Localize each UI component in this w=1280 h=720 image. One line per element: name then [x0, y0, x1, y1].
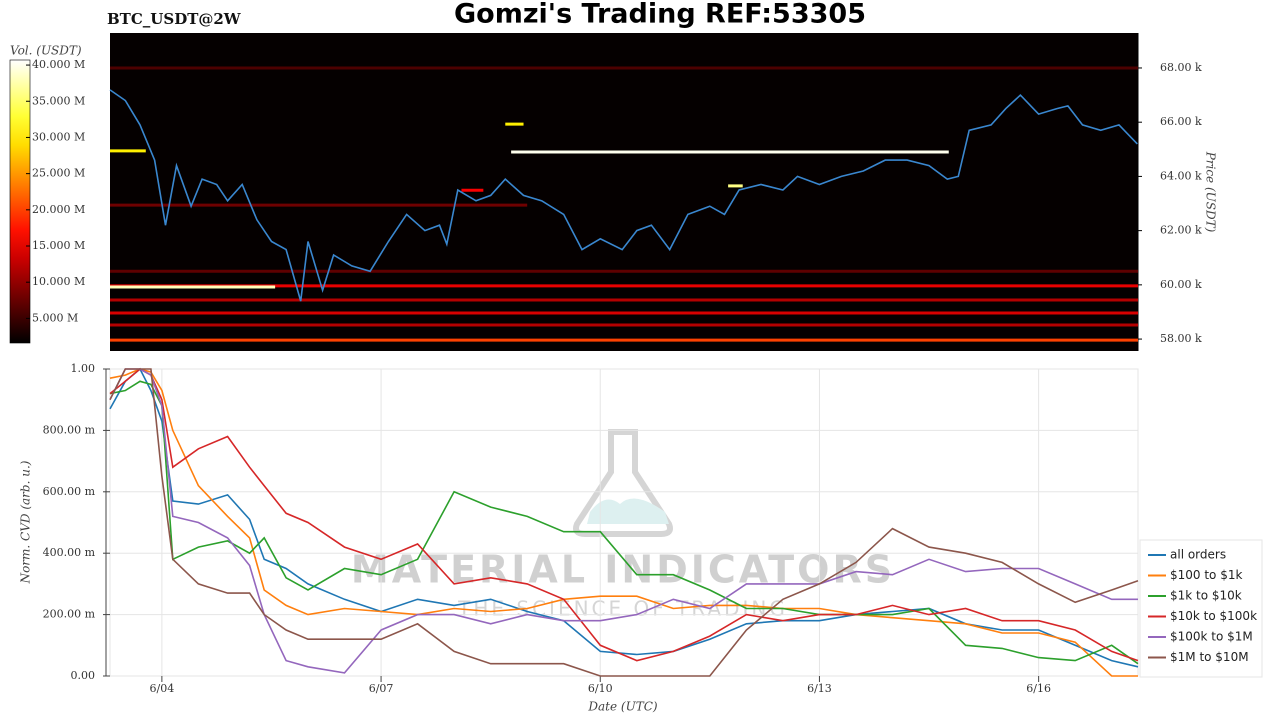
watermark-logo	[573, 429, 673, 537]
legend-label: $100 to $1k	[1170, 568, 1242, 582]
y-axis-label: Norm. CVD (arb. u.)	[19, 460, 33, 584]
colorbar-tick-label: 15.000 M	[32, 239, 85, 252]
legend-label: all orders	[1170, 548, 1226, 562]
y-tick-label: 600.00 m	[43, 485, 96, 498]
colorbar-tick-label: 20.000 M	[32, 203, 85, 216]
colorbar	[9, 59, 31, 344]
cvd-line	[109, 368, 1139, 677]
x-axis-label: Date (UTC)	[587, 700, 657, 714]
x-tick-label: 6/10	[588, 682, 613, 695]
price-axis-label: Price (USDT)	[1204, 151, 1218, 233]
price-tick-label: 66.00 k	[1160, 115, 1202, 128]
colorbar-tick-label: 5.000 M	[32, 311, 78, 324]
cvd-line	[109, 380, 1139, 665]
legend-label: $10k to $100k	[1170, 609, 1257, 623]
price-line	[109, 89, 1138, 302]
cvd-line	[109, 368, 1139, 662]
cvd-line	[109, 367, 1139, 668]
colorbar-label: Vol. (USDT)	[10, 44, 82, 58]
legend	[1139, 539, 1263, 678]
price-tick-label: 62.00 k	[1160, 224, 1202, 237]
colorbar-tick-label: 35.000 M	[32, 94, 85, 107]
price-tick-label: 60.00 k	[1160, 278, 1202, 291]
price-tick-label: 64.00 k	[1160, 169, 1202, 182]
symbol-label: BTC_USDT@2W	[107, 10, 242, 28]
heatmap-background	[110, 33, 1138, 351]
x-tick-label: 6/13	[807, 682, 832, 695]
x-tick-label: 6/04	[150, 682, 175, 695]
watermark: MATERIAL INDICATORS	[351, 548, 895, 592]
colorbar-tick-label: 25.000 M	[32, 167, 85, 180]
price-tick-label: 58.00 k	[1160, 332, 1202, 345]
y-tick-label: 400.00 m	[43, 546, 96, 559]
legend-label: $100k to $1M	[1170, 630, 1253, 644]
legend-label: $1M to $10M	[1170, 650, 1249, 664]
y-tick-label: 800.00 m	[43, 423, 96, 436]
colorbar-tick-label: 10.000 M	[32, 275, 85, 288]
y-tick-label: 200.00 m	[43, 608, 96, 621]
x-tick-label: 6/07	[369, 682, 394, 695]
colorbar-tick-label: 40.000 M	[32, 58, 85, 71]
colorbar-tick-label: 30.000 M	[32, 130, 85, 143]
legend-label: $1k to $10k	[1170, 589, 1242, 603]
x-tick-label: 6/16	[1026, 682, 1051, 695]
y-tick-label: 1.00	[71, 362, 96, 375]
chart-title: Gomzi's Trading REF:53305	[454, 0, 866, 30]
y-tick-label: 0.00	[71, 669, 96, 682]
price-tick-label: 68.00 k	[1160, 61, 1202, 74]
cvd-line	[109, 368, 1138, 674]
